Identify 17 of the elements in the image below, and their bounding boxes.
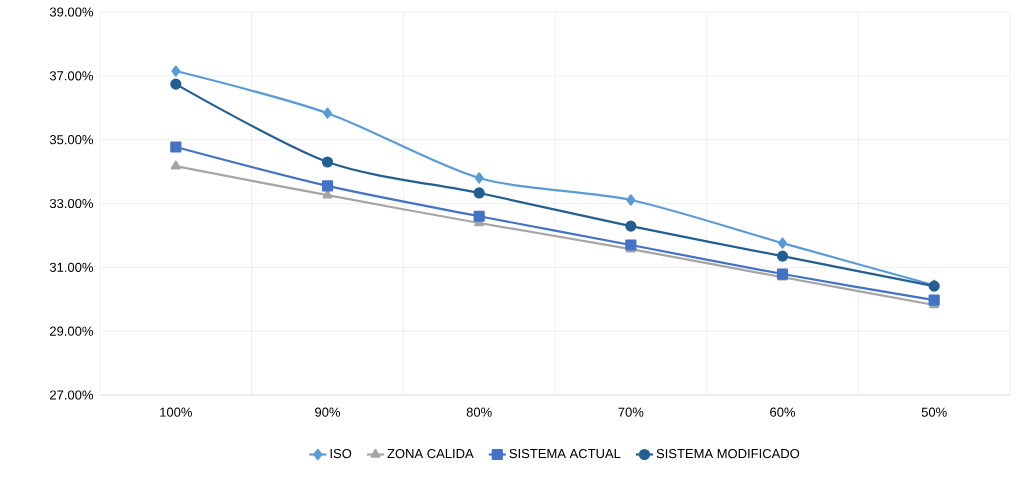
y-tick-label: 29.00% [50, 326, 93, 336]
x-tick-label: 80% [466, 407, 492, 417]
legend-label: ISO [330, 448, 352, 459]
x-tick-label: 70% [618, 407, 644, 417]
legend-label: SISTEMA ACTUAL [509, 448, 621, 459]
legend-label: SISTEMA MODIFICADO [656, 448, 800, 459]
x-tick-label: 100% [160, 407, 192, 417]
x-tick-label: 60% [770, 407, 796, 417]
y-tick-label: 39.00% [49, 7, 93, 17]
legend-label: ZONA CALIDA [387, 448, 474, 459]
x-tick-label: 90% [315, 407, 341, 417]
y-tick-label: 37.00% [49, 71, 93, 81]
y-tick-label: 35.00% [49, 135, 93, 145]
y-tick-label: 33.00% [49, 198, 93, 209]
y-tick-label: 31.00% [49, 262, 93, 272]
y-tick-label: 27.00% [50, 390, 93, 400]
x-tick-label: 50% [921, 407, 947, 417]
